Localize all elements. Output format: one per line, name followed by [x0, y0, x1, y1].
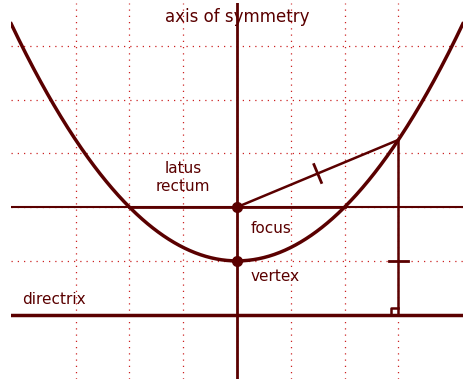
Text: latus
rectum: latus rectum — [156, 161, 210, 194]
Text: vertex: vertex — [250, 269, 300, 284]
Text: directrix: directrix — [22, 291, 85, 307]
Text: axis of symmetry: axis of symmetry — [165, 8, 309, 26]
Text: focus: focus — [250, 220, 292, 236]
